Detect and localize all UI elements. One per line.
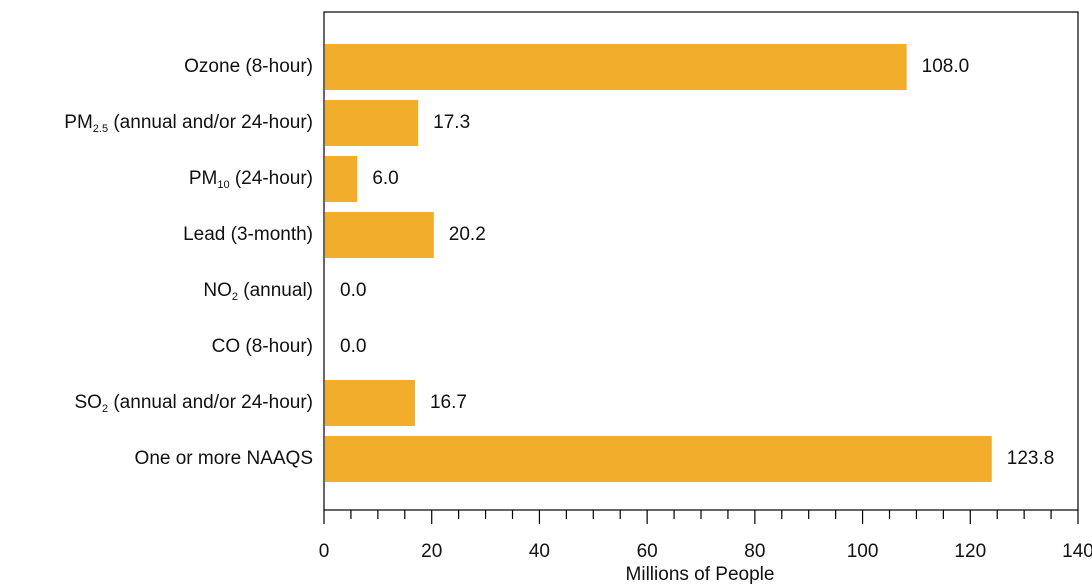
value-label: 20.2 xyxy=(448,224,486,245)
x-axis-title: Millions of People xyxy=(625,564,775,585)
x-tick-label: 40 xyxy=(528,541,550,562)
x-tick-label: 60 xyxy=(636,541,658,562)
category-label: Lead (3-month) xyxy=(183,224,313,245)
category-label: NO2 (annual) xyxy=(203,280,313,303)
category-label: One or more NAAQS xyxy=(134,448,313,469)
bar xyxy=(325,380,415,426)
x-tick-label: 20 xyxy=(421,541,443,562)
category-label: Ozone (8-hour) xyxy=(184,56,313,77)
x-tick-label: 120 xyxy=(954,541,987,562)
category-label: SO2 (annual and/or 24-hour) xyxy=(74,392,314,415)
bar xyxy=(325,100,419,146)
value-label: 0.0 xyxy=(340,336,367,357)
value-label: 123.8 xyxy=(1006,448,1055,469)
value-label: 0.0 xyxy=(340,280,367,301)
category-label: PM2.5 (annual and/or 24-hour) xyxy=(64,112,313,135)
value-label: 17.3 xyxy=(433,112,471,133)
bar xyxy=(325,436,992,482)
x-tick-label: 140 xyxy=(1062,541,1092,562)
bar xyxy=(325,212,434,258)
bar xyxy=(325,156,358,202)
value-label: 16.7 xyxy=(429,392,467,413)
x-tick-label: 0 xyxy=(318,541,330,562)
x-tick-label: 80 xyxy=(744,541,766,562)
category-label: PM10 (24-hour) xyxy=(188,168,313,191)
value-label: 6.0 xyxy=(372,168,399,189)
x-tick-label: 100 xyxy=(846,541,879,562)
bar xyxy=(325,44,907,90)
category-label: CO (8-hour) xyxy=(211,336,313,357)
value-label: 108.0 xyxy=(921,56,970,77)
